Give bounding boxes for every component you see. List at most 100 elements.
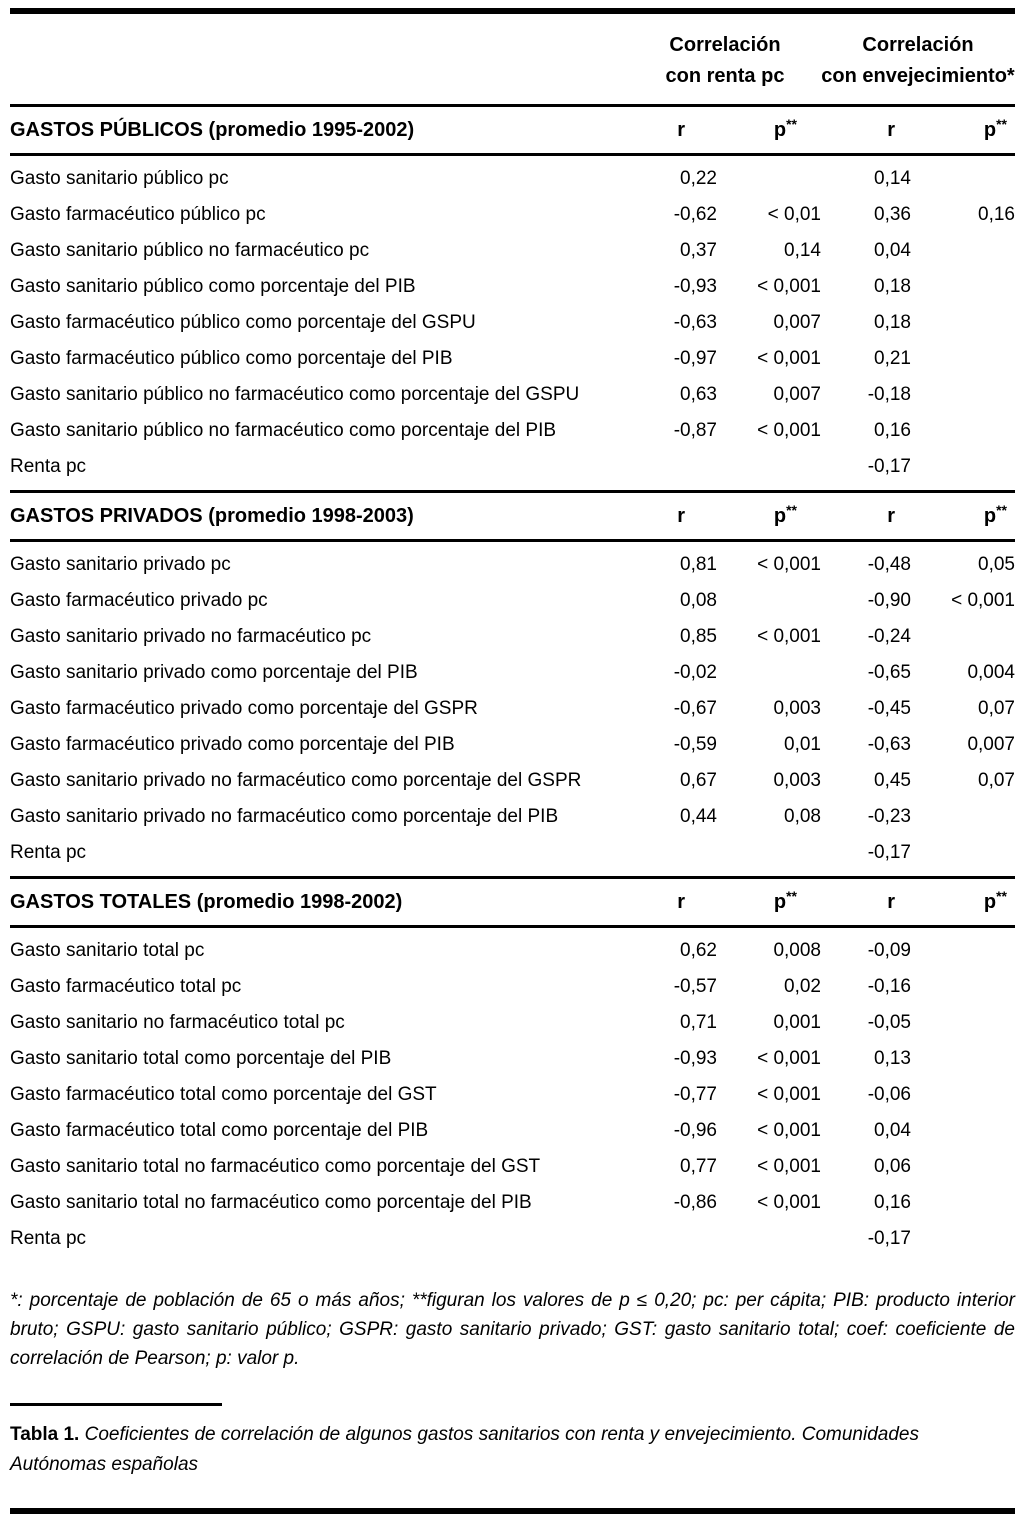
row-label: Gasto farmacéutico privado pc	[10, 590, 268, 611]
table-row: Renta pc -0,17	[10, 449, 1015, 485]
section-rule-top	[10, 490, 1015, 493]
p-value: 0,02	[784, 976, 821, 997]
p-value: < 0,01	[767, 204, 821, 225]
r-value: -0,17	[867, 1228, 911, 1249]
section-rule-bottom	[10, 925, 1015, 928]
p-label: p	[773, 118, 787, 141]
r-value: -0,65	[867, 662, 911, 683]
table-row: Gasto farmacéutico privado como porcenta…	[10, 727, 1015, 763]
section-rows: Gasto sanitario público pc 0,22 0,14 Gasto …	[10, 156, 1015, 490]
top-rule	[10, 8, 1015, 14]
section-title: GASTOS PRIVADOS (promedio 1998-2003)	[10, 505, 597, 528]
group-header-envejecimiento-line2: con envejecimiento*	[821, 65, 1015, 87]
r-value: -0,93	[673, 276, 717, 297]
table-row: Gasto farmacéutico total como porcentaje…	[10, 1113, 1015, 1149]
p-value: 0,003	[773, 770, 821, 791]
group-header-renta: Correlación con renta pc	[629, 30, 821, 92]
row-label: Gasto sanitario total como porcentaje de…	[10, 1048, 392, 1069]
row-label: Gasto sanitario privado no farmacéutico …	[10, 770, 582, 791]
table-row: Gasto sanitario privado pc 0,81 < 0,001 -0,…	[10, 547, 1015, 583]
p-value: < 0,001	[757, 1048, 821, 1069]
column-header-envejecimiento-r: r	[887, 890, 895, 913]
p-value: < 0,001	[757, 276, 821, 297]
r-value: -0,63	[867, 734, 911, 755]
row-label: Gasto sanitario total no farmacéutico co…	[10, 1156, 541, 1177]
r-value: -0,23	[867, 806, 911, 827]
p-value: 0,008	[773, 940, 821, 961]
r-value: -0,05	[867, 1012, 911, 1033]
section-rule-top	[10, 876, 1015, 879]
bottom-rule	[10, 1508, 1015, 1514]
asterisks: **	[786, 887, 797, 904]
p-label: p	[773, 890, 787, 913]
r-value: -0,06	[867, 1084, 911, 1105]
section-subtitle-text: (promedio 1998-2003)	[208, 504, 414, 527]
r-value: -0,18	[867, 384, 911, 405]
section-rows: Gasto sanitario privado pc 0,81 < 0,001 -0,…	[10, 542, 1015, 876]
r-value: -0,48	[867, 554, 911, 575]
table-row: Gasto sanitario total pc 0,62 0,008 -0,09	[10, 933, 1015, 969]
row-label: Gasto farmacéutico total como porcentaje…	[10, 1084, 437, 1105]
p-value: 0,08	[784, 806, 821, 827]
r-value: -0,97	[673, 348, 717, 369]
r-value: -0,17	[867, 842, 911, 863]
row-label: Renta pc	[10, 842, 87, 863]
row-label: Gasto sanitario público pc	[10, 168, 229, 189]
table-row: Gasto sanitario privado no farmacéutico …	[10, 619, 1015, 655]
asterisks: **	[996, 887, 1007, 904]
table-row: Renta pc -0,17	[10, 1221, 1015, 1257]
row-label: Gasto sanitario privado no farmacéutico …	[10, 626, 372, 647]
r-value: 0,37	[680, 240, 717, 261]
row-label: Gasto sanitario privado no farmacéutico …	[10, 806, 559, 827]
column-header-envejecimiento-r: r	[887, 504, 895, 527]
group-header-renta-line2: con renta pc	[665, 65, 785, 87]
row-label: Gasto farmacéutico total pc	[10, 976, 242, 997]
caption-text: Coeficientes de correlación de algunos g…	[10, 1424, 919, 1475]
section-subtitle-text: (promedio 1998-2002)	[196, 890, 403, 913]
r-value: 0,81	[680, 554, 717, 575]
section-rule-bottom	[10, 539, 1015, 542]
row-label: Gasto sanitario total no farmacéutico co…	[10, 1192, 532, 1213]
p-label: p	[983, 890, 997, 913]
table-row: Gasto sanitario privado no farmacéutico …	[10, 799, 1015, 835]
table-row: Gasto sanitario público no farmacéutico …	[10, 233, 1015, 269]
row-label: Gasto sanitario público no farmacéutico …	[10, 420, 557, 441]
table-row: Gasto sanitario total no farmacéutico co…	[10, 1185, 1015, 1221]
table-caption: Tabla 1. Coeficientes de correlación de …	[10, 1420, 1015, 1480]
table-section-3: GASTOS TOTALES (promedio 1998-2002) r p** r…	[10, 876, 1015, 1262]
asterisks: **	[786, 501, 797, 518]
column-header-envejecimiento-p: p**	[903, 501, 1015, 528]
table-row: Gasto farmacéutico privado pc 0,08 -0,90 < …	[10, 583, 1015, 619]
p-value: < 0,001	[757, 1156, 821, 1177]
p-value: 0,007	[967, 734, 1015, 755]
r-value: 0,77	[680, 1156, 717, 1177]
r-value: 0,44	[680, 806, 717, 827]
r-value: -0,96	[673, 1120, 717, 1141]
r-value: 0,16	[874, 1192, 911, 1213]
r-value: -0,24	[867, 626, 911, 647]
column-header-renta-p: p**	[693, 501, 805, 528]
table-row: Gasto sanitario privado no farmacéutico …	[10, 763, 1015, 799]
table-row: Gasto sanitario privado como porcentaje …	[10, 655, 1015, 691]
r-value: -0,93	[673, 1048, 717, 1069]
column-header-renta-r: r	[677, 118, 685, 141]
r-value: 0,22	[680, 168, 717, 189]
p-value: 0,001	[773, 1012, 821, 1033]
column-header-envejecimiento-r: r	[887, 118, 895, 141]
asterisks: **	[996, 115, 1007, 132]
section-subtitle-text: (promedio 1995-2002)	[208, 118, 415, 141]
column-header-renta-r: r	[677, 504, 685, 527]
r-value: -0,67	[673, 698, 717, 719]
r-value: 0,85	[680, 626, 717, 647]
table-row: Gasto sanitario total como porcentaje de…	[10, 1041, 1015, 1077]
r-value: 0,13	[874, 1048, 911, 1069]
asterisks: **	[996, 501, 1007, 518]
p-value: < 0,001	[757, 420, 821, 441]
row-label: Gasto sanitario privado pc	[10, 554, 231, 575]
r-value: -0,09	[867, 940, 911, 961]
p-value: 0,14	[784, 240, 821, 261]
r-value: 0,16	[874, 420, 911, 441]
row-label: Gasto sanitario público como porcentaje …	[10, 276, 416, 297]
p-value: 0,07	[978, 770, 1015, 791]
row-label: Gasto farmacéutico total como porcentaje…	[10, 1120, 429, 1141]
